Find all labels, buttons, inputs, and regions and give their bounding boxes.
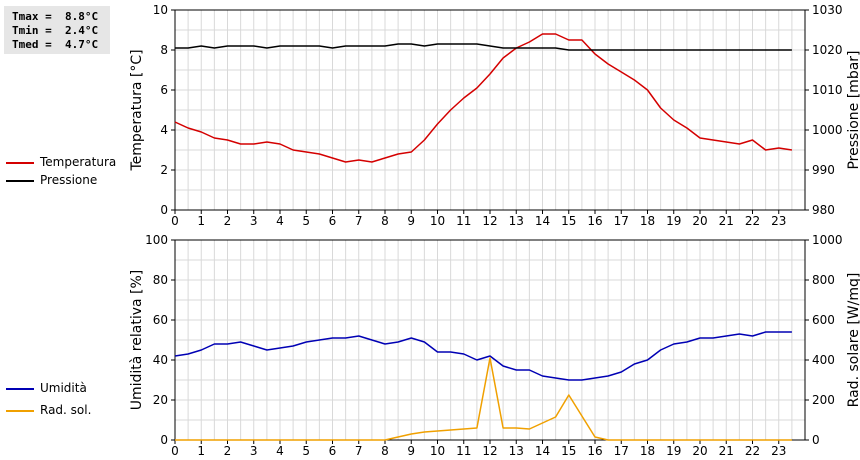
bottom-x-tick-label: 19 (666, 444, 681, 458)
bottom-x-tick-label: 3 (250, 444, 258, 458)
top-x-tick-label: 15 (561, 214, 576, 228)
top-x-tick-label: 3 (250, 214, 258, 228)
bottom-x-tick-label: 13 (509, 444, 524, 458)
bottom-y-left-tick-label: 0 (160, 433, 168, 447)
bottom-x-tick-label: 0 (171, 444, 179, 458)
bottom-x-tick-label: 15 (561, 444, 576, 458)
top-x-tick-label: 23 (771, 214, 786, 228)
top-x-tick-label: 9 (407, 214, 415, 228)
top-y-right-tick-label: 1020 (812, 43, 843, 57)
bottom-x-tick-label: 14 (535, 444, 550, 458)
bottom-x-tick-label: 16 (587, 444, 602, 458)
bottom-x-tick-label: 4 (276, 444, 284, 458)
series-line-rad-sol (175, 357, 792, 441)
bottom-x-tick-label: 18 (640, 444, 655, 458)
bottom-x-tick-label: 21 (719, 444, 734, 458)
top-y-right-tick-label: 990 (812, 163, 835, 177)
top-y-right-tick-label: 1000 (812, 123, 843, 137)
bottom-x-tick-label: 2 (224, 444, 232, 458)
top-x-tick-label: 17 (614, 214, 629, 228)
bottom-x-tick-label: 17 (614, 444, 629, 458)
top-y-right-tick-label: 980 (812, 203, 835, 217)
bottom-y-left-tick-label: 60 (153, 313, 168, 327)
legend-label-umidita: Umidità (40, 381, 87, 395)
bottom-y-right-tick-label: 1000 (812, 233, 843, 247)
top-x-tick-label: 1 (197, 214, 205, 228)
bottom-y-right-tick-label: 600 (812, 313, 835, 327)
legend-label-pressione: Pressione (40, 173, 98, 187)
top-y-right-axis-title: Pressione [mbar] (846, 50, 860, 169)
bottom-x-tick-label: 9 (407, 444, 415, 458)
top-x-tick-label: 8 (381, 214, 389, 228)
legend-swatch-temperatura (6, 162, 34, 164)
top-y-right-tick-label: 1010 (812, 83, 843, 97)
bottom-y-right-tick-label: 0 (812, 433, 820, 447)
top-x-tick-label: 12 (482, 214, 497, 228)
top-x-tick-label: 4 (276, 214, 284, 228)
bottom-y-right-tick-label: 400 (812, 353, 835, 367)
top-y-left-tick-label: 10 (153, 3, 168, 17)
bottom-y-right-tick-label: 200 (812, 393, 835, 407)
top-x-tick-label: 11 (456, 214, 471, 228)
top-x-tick-label: 2 (224, 214, 232, 228)
top-y-left-tick-label: 8 (160, 43, 168, 57)
series-line-temperatura (174, 33, 793, 163)
legend-label-temperatura: Temperatura (40, 155, 117, 169)
bottom-y-left-tick-label: 100 (145, 233, 168, 247)
stats-box: Tmax = 8.8°C Tmin = 2.4°C Tmed = 4.7°C (4, 6, 110, 54)
top-x-tick-label: 13 (509, 214, 524, 228)
top-x-tick-label: 21 (719, 214, 734, 228)
bottom-x-tick-label: 12 (482, 444, 497, 458)
bottom-y-right-tick-label: 800 (812, 273, 835, 287)
bottom-y-left-axis-title: Umidità relativa [%] (129, 270, 145, 411)
top-x-tick-label: 19 (666, 214, 681, 228)
bottom-x-tick-label: 10 (430, 444, 445, 458)
bottom-x-tick-label: 6 (329, 444, 337, 458)
series-line-pressione (175, 43, 792, 51)
top-x-tick-label: 18 (640, 214, 655, 228)
top-x-tick-label: 5 (302, 214, 310, 228)
bottom-x-tick-label: 20 (692, 444, 707, 458)
bottom-y-right-axis-title: Rad. solare [W/mq] (846, 273, 860, 408)
bottom-x-tick-label: 23 (771, 444, 786, 458)
bottom-y-left-tick-label: 80 (153, 273, 168, 287)
bottom-x-tick-label: 11 (456, 444, 471, 458)
top-x-tick-label: 10 (430, 214, 445, 228)
top-x-tick-label: 14 (535, 214, 550, 228)
top-x-tick-label: 6 (329, 214, 337, 228)
stat-tmed: Tmed = 4.7°C (12, 38, 99, 51)
bottom-x-tick-label: 7 (355, 444, 363, 458)
series-line-umidit (174, 331, 792, 381)
bottom-x-tick-label: 5 (302, 444, 310, 458)
bottom-y-left-tick-label: 20 (153, 393, 168, 407)
top-y-left-tick-label: 2 (160, 163, 168, 177)
top-x-tick-label: 22 (745, 214, 760, 228)
top-y-left-tick-label: 4 (160, 123, 168, 137)
top-y-left-tick-label: 6 (160, 83, 168, 97)
legend-label-rad-sol: Rad. sol. (40, 403, 92, 417)
top-x-tick-label: 20 (692, 214, 707, 228)
bottom-x-tick-label: 1 (197, 444, 205, 458)
top-x-tick-label: 7 (355, 214, 363, 228)
bottom-x-tick-label: 22 (745, 444, 760, 458)
legend-swatch-umidita (6, 388, 34, 390)
legend-swatch-rad-sol (6, 410, 34, 412)
top-x-tick-label: 0 (171, 214, 179, 228)
bottom-x-tick-label: 8 (381, 444, 389, 458)
stat-tmin: Tmin = 2.4°C (12, 24, 99, 37)
top-y-right-tick-label: 1030 (812, 3, 843, 17)
top-x-tick-label: 16 (587, 214, 602, 228)
stat-tmax: Tmax = 8.8°C (12, 10, 99, 23)
legend-swatch-pressione (6, 180, 34, 182)
top-y-left-tick-label: 0 (160, 203, 168, 217)
bottom-y-left-tick-label: 40 (153, 353, 168, 367)
top-y-left-axis-title: Temperatura [°C] (129, 49, 145, 171)
